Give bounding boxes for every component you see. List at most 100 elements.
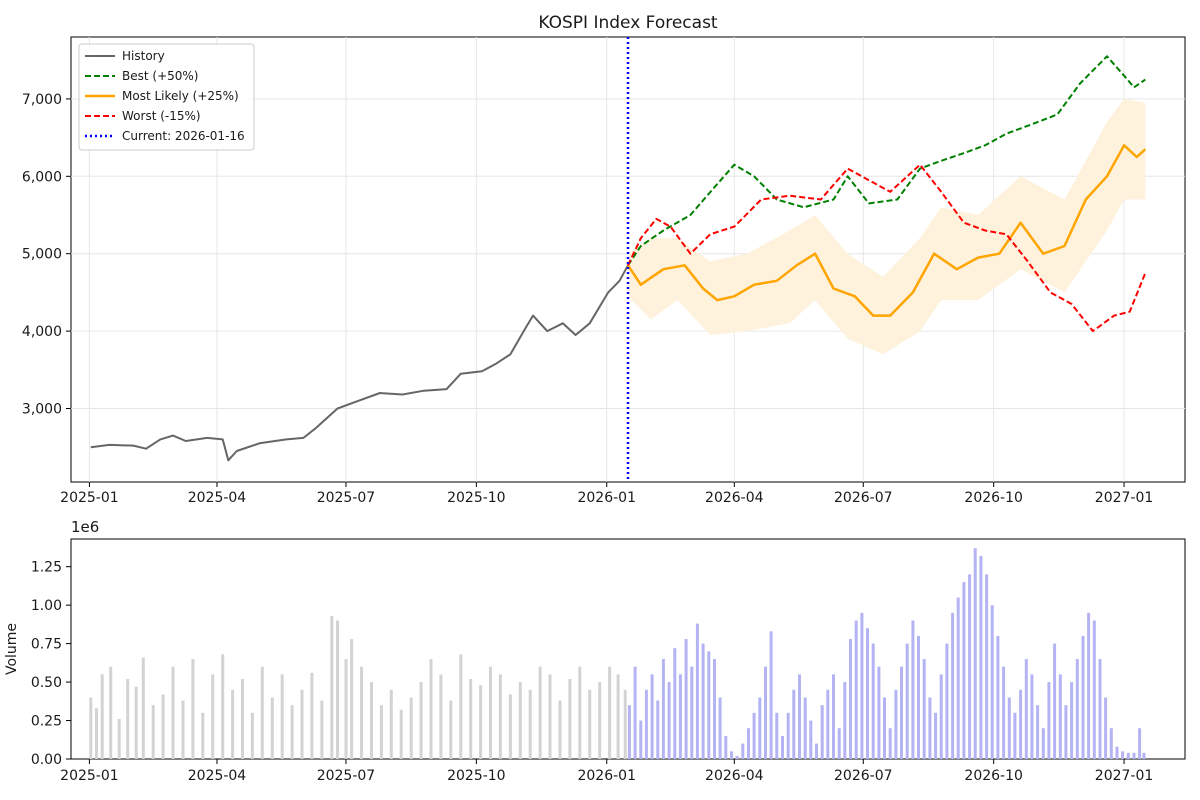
volume-y-tick-label: 0.25 xyxy=(31,714,62,730)
volume-bar-history xyxy=(588,689,592,759)
volume-bar-history xyxy=(336,620,339,759)
volume-bars xyxy=(89,548,1146,759)
volume-bar-forecast xyxy=(871,643,875,759)
best-case-line xyxy=(627,55,1146,266)
volume-bar-forecast xyxy=(1098,659,1102,759)
volume-bar-forecast xyxy=(1036,705,1040,759)
volume-x-tick-label: 2025-04 xyxy=(188,768,247,784)
volume-bar-history xyxy=(449,700,453,759)
volume-bar-history xyxy=(469,679,473,759)
volume-bar-forecast xyxy=(815,743,818,759)
volume-bar-forecast xyxy=(860,612,864,759)
volume-bar-forecast xyxy=(639,720,643,759)
volume-bar-forecast xyxy=(1132,752,1136,759)
volume-bar-history xyxy=(360,666,363,759)
volume-bar-forecast xyxy=(1121,751,1125,759)
volume-bar-forecast xyxy=(888,728,892,759)
volume-bar-forecast xyxy=(905,643,909,759)
volume-bar-history xyxy=(191,659,195,759)
main-x-tick-label: 2026-04 xyxy=(705,490,764,506)
volume-bar-forecast xyxy=(741,743,745,759)
volume-bar-forecast xyxy=(911,620,915,759)
volume-bar-forecast xyxy=(1019,689,1023,759)
volume-bar-forecast xyxy=(718,697,722,759)
volume-bar-history xyxy=(498,674,502,759)
volume-bar-history xyxy=(350,639,354,759)
main-x-tick-label: 2026-01 xyxy=(577,490,636,506)
volume-x-tick-label: 2025-07 xyxy=(317,768,376,784)
volume-bar-forecast xyxy=(968,574,972,759)
volume-x-tick-label: 2025-01 xyxy=(60,768,119,784)
volume-y-axis-label: Volume xyxy=(4,623,20,675)
volume-bar-forecast xyxy=(678,674,682,759)
volume-bar-history xyxy=(95,708,98,759)
volume-bar-forecast xyxy=(832,674,835,759)
volume-bar-history xyxy=(429,659,433,759)
volume-bar-forecast xyxy=(1070,682,1074,759)
volume-bar-history xyxy=(134,686,138,759)
volume-bar-history xyxy=(548,674,552,759)
volume-bar-history xyxy=(250,712,254,759)
main-y-tick-label: 4,000 xyxy=(22,324,62,340)
volume-bar-forecast xyxy=(883,697,886,759)
volume-bar-forecast xyxy=(1138,728,1142,759)
volume-bar-forecast xyxy=(707,651,711,759)
volume-bar-forecast xyxy=(826,689,830,759)
volume-bar-forecast xyxy=(667,682,671,759)
volume-bar-history xyxy=(201,712,205,759)
volume-bar-history xyxy=(310,672,314,759)
volume-x-tick-label: 2026-01 xyxy=(577,768,636,784)
volume-bar-history xyxy=(344,659,348,759)
volume-bar-history xyxy=(479,685,483,759)
main-x-tick-label: 2025-04 xyxy=(188,490,247,506)
volume-bar-forecast xyxy=(990,605,994,759)
volume-bar-forecast xyxy=(928,697,932,759)
volume-bar-history xyxy=(623,689,627,759)
volume-bar-history xyxy=(109,666,113,759)
volume-x-tick-label: 2026-07 xyxy=(834,768,893,784)
volume-bar-forecast xyxy=(1115,746,1119,759)
volume-y-tick-label: 0.00 xyxy=(31,752,62,768)
volume-bar-forecast xyxy=(656,700,660,759)
volume-bar-forecast xyxy=(701,643,705,759)
volume-bar-forecast xyxy=(752,712,756,759)
volume-bar-forecast xyxy=(934,712,938,759)
volume-y-tick-label: 0.50 xyxy=(31,675,62,691)
volume-bar-forecast xyxy=(1075,659,1079,759)
volume-bar-history xyxy=(161,694,165,759)
volume-bar-forecast xyxy=(1081,635,1085,759)
volume-bar-forecast xyxy=(1007,697,1011,759)
volume-bar-forecast xyxy=(695,623,699,759)
most-likely-line xyxy=(626,144,1147,317)
volume-bar-history xyxy=(330,615,334,759)
main-chart-panel: 2025-01 2025-04 2025-07 2025-10 2026-01 2026-… xyxy=(22,13,1186,506)
history-line xyxy=(90,264,629,462)
volume-bar-history xyxy=(89,697,93,759)
volume-bar-history xyxy=(270,697,274,759)
volume-bar-forecast xyxy=(792,689,796,759)
volume-bar-forecast xyxy=(661,659,665,759)
main-y-tick-label: 6,000 xyxy=(22,169,62,185)
chart-title: KOSPI Index Forecast xyxy=(538,13,718,33)
volume-bar-forecast xyxy=(735,755,739,759)
main-x-tick-label: 2025-10 xyxy=(447,490,506,506)
volume-bar-history xyxy=(117,719,121,759)
volume-bar-forecast xyxy=(1030,674,1034,759)
volume-bar-forecast xyxy=(996,635,1000,759)
volume-bar-forecast xyxy=(764,666,767,759)
volume-bar-history xyxy=(608,666,612,759)
volume-x-tick-label: 2026-04 xyxy=(705,768,764,784)
volume-bar-forecast xyxy=(1092,620,1096,759)
volume-bar-history xyxy=(558,700,562,759)
volume-bar-forecast xyxy=(747,728,750,759)
volume-bar-forecast xyxy=(1104,697,1108,759)
volume-bar-forecast xyxy=(713,659,716,759)
volume-bar-history xyxy=(126,679,130,759)
volume-y-tick-label: 1.00 xyxy=(31,598,62,614)
legend-label-likely: Most Likely (+25%) xyxy=(122,89,239,103)
volume-bar-history xyxy=(419,682,423,759)
volume-bar-history xyxy=(231,689,235,759)
volume-bar-forecast xyxy=(1013,712,1017,759)
volume-bar-forecast xyxy=(837,728,841,759)
volume-bar-forecast xyxy=(724,735,728,759)
